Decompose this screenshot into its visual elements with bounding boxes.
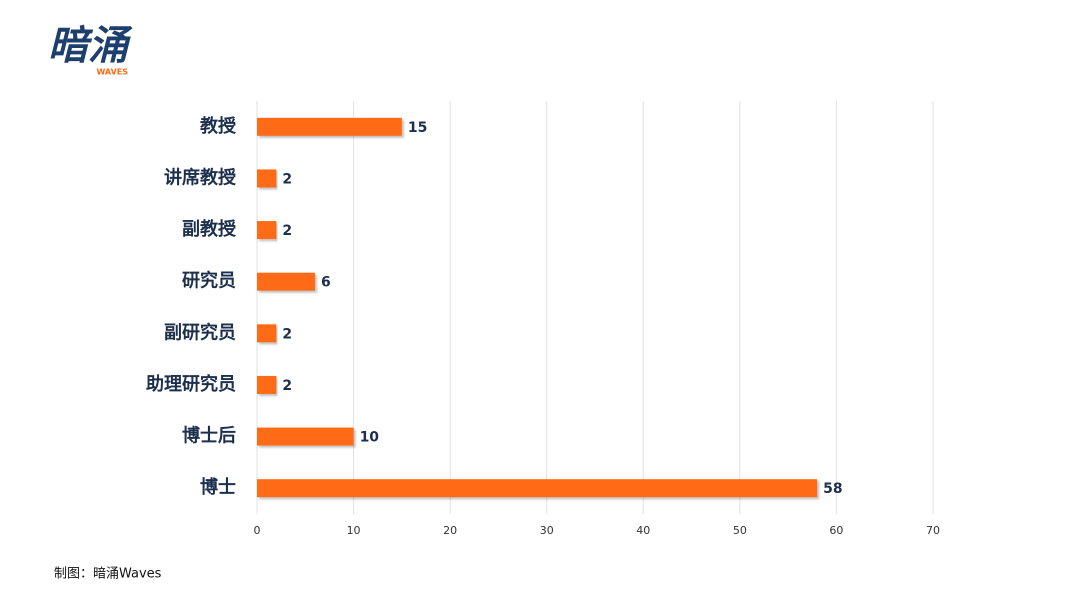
x-tick-label: 0 bbox=[254, 524, 261, 537]
category-label: 博士 bbox=[200, 476, 236, 498]
category-label: 研究员 bbox=[182, 270, 236, 292]
category-label: 助理研究员 bbox=[146, 373, 236, 395]
value-label: 15 bbox=[408, 120, 427, 136]
x-tick-label: 30 bbox=[540, 524, 554, 537]
bar bbox=[257, 324, 277, 343]
bar bbox=[257, 375, 277, 394]
category-label: 副研究员 bbox=[164, 321, 236, 343]
value-label: 2 bbox=[282, 326, 292, 342]
logo: 暗涌 bbox=[48, 23, 133, 69]
value-label: 6 bbox=[321, 275, 331, 291]
value-label: 2 bbox=[282, 171, 292, 187]
footer: 制图：暗涌Waves bbox=[54, 567, 162, 582]
bar bbox=[257, 169, 277, 188]
bar bbox=[257, 427, 354, 446]
x-tick-label: 50 bbox=[733, 524, 747, 537]
x-tick-label: 60 bbox=[829, 524, 843, 537]
category-label: 博士后 bbox=[182, 425, 236, 447]
x-tick-label: 20 bbox=[443, 524, 457, 537]
x-tick-label: 40 bbox=[636, 524, 650, 537]
x-tick-label: 10 bbox=[347, 524, 361, 537]
bar bbox=[257, 117, 402, 136]
logo-subtext: WAVES bbox=[96, 68, 128, 77]
bar bbox=[257, 272, 315, 291]
category-label: 副教授 bbox=[182, 218, 237, 240]
value-label: 58 bbox=[823, 481, 842, 497]
bar bbox=[257, 479, 818, 498]
x-tick-label: 70 bbox=[926, 524, 940, 537]
category-label: 讲席教授 bbox=[164, 166, 237, 188]
value-label: 2 bbox=[282, 223, 292, 239]
value-label: 2 bbox=[282, 378, 292, 394]
value-label: 10 bbox=[360, 430, 380, 446]
bar bbox=[257, 221, 277, 240]
category-label: 教授 bbox=[200, 115, 237, 137]
